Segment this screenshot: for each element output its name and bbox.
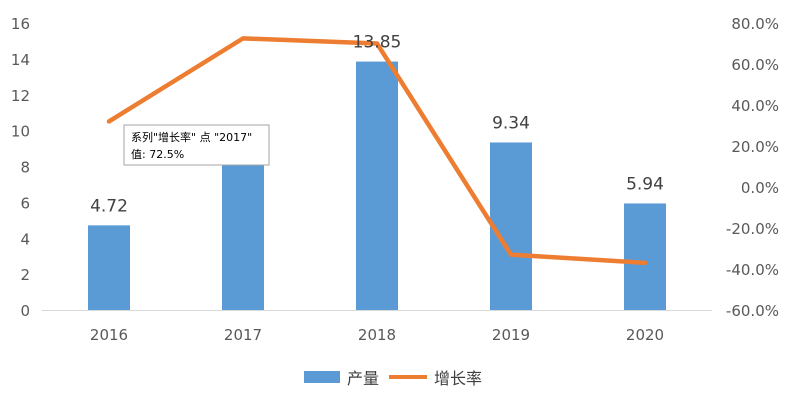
growth-rate-point xyxy=(375,41,379,46)
x-tick-label: 2019 xyxy=(492,326,530,344)
bar-data-label: 4.72 xyxy=(90,196,128,216)
x-tick-label: 2017 xyxy=(224,326,262,344)
tooltip-line-2: 值: 72.5% xyxy=(131,148,184,161)
y-right-tick-label: 20.0% xyxy=(731,138,779,156)
y-right-tick-label: 0.0% xyxy=(741,179,779,197)
bar-2017 xyxy=(222,163,264,310)
y-left-tick-label: 8 xyxy=(20,159,30,177)
tooltip-line-1: 系列"增长率" 点 "2017" xyxy=(131,130,252,144)
labels-group: 4.72 13.85 9.34 5.94 xyxy=(90,33,664,217)
y-right-tick-label: 40.0% xyxy=(731,97,779,115)
legend-swatch-bar xyxy=(304,371,340,383)
legend-label-bar: 产量 xyxy=(347,369,379,388)
x-tick-label: 2020 xyxy=(626,326,664,344)
bars-group xyxy=(88,61,666,310)
axes-group: 0 2 4 6 8 10 12 14 16 -60.0% -40.0% -20.0% 0.0% 20.0%… xyxy=(11,15,779,344)
bar-2020 xyxy=(624,203,666,310)
y-left-tick-label: 16 xyxy=(11,15,30,33)
bar-2018 xyxy=(356,61,398,310)
bar-2016 xyxy=(88,225,130,310)
bar-2019 xyxy=(490,142,532,310)
y-right-tick-label: -60.0% xyxy=(726,302,779,320)
y-left-tick-label: 10 xyxy=(11,123,30,141)
bar-data-label: 13.85 xyxy=(353,33,402,53)
growth-rate-point xyxy=(509,252,513,257)
bar-data-label: 9.34 xyxy=(492,113,530,133)
line-group xyxy=(106,36,648,266)
growth-rate-point xyxy=(643,260,647,265)
bar-data-label: 5.94 xyxy=(626,174,664,194)
tooltip-box xyxy=(123,124,270,166)
legend: 产量 增长率 xyxy=(304,369,482,388)
y-right-tick-label: -20.0% xyxy=(726,220,779,238)
y-left-tick-label: 2 xyxy=(20,266,30,284)
growth-rate-point xyxy=(241,36,245,41)
y-right-tick-label: 60.0% xyxy=(731,56,779,74)
y-left-tick-label: 14 xyxy=(11,51,30,69)
x-tick-label: 2018 xyxy=(358,326,396,344)
y-left-tick-label: 6 xyxy=(20,194,30,212)
y-right-tick-label: 80.0% xyxy=(731,15,779,33)
x-tick-label: 2016 xyxy=(90,326,128,344)
y-left-tick-label: 0 xyxy=(20,302,30,320)
y-left-tick-label: 12 xyxy=(11,87,30,105)
y-right-tick-label: -40.0% xyxy=(726,261,779,279)
legend-label-line: 增长率 xyxy=(434,369,482,388)
growth-rate-point xyxy=(107,119,111,124)
y-left-tick-label: 4 xyxy=(20,230,30,248)
tooltip: 系列"增长率" 点 "2017" 值: 72.5% xyxy=(123,124,270,166)
